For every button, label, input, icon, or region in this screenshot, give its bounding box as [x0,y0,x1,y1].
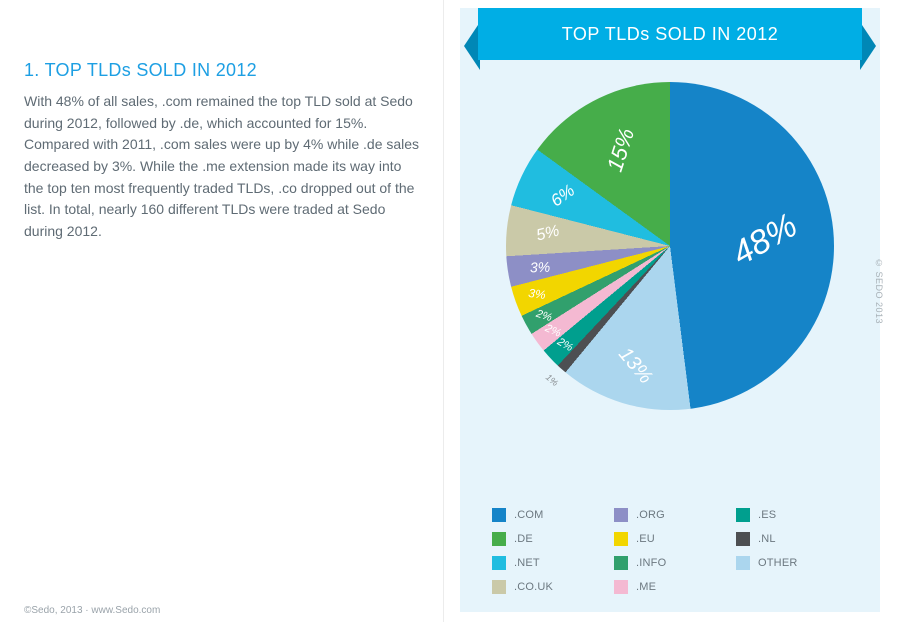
left-column: 1. TOP TLDs SOLD IN 2012 With 48% of all… [24,60,424,243]
chart-title: TOP TLDs SOLD IN 2012 [562,24,779,45]
legend-label: .COM [514,509,544,521]
page-footer: ©Sedo, 2013 · www.Sedo.com [24,605,160,616]
legend-swatch [736,556,750,570]
legend-swatch [736,532,750,546]
legend-swatch [492,580,506,594]
section-heading: 1. TOP TLDs SOLD IN 2012 [24,60,424,81]
legend-swatch [492,556,506,570]
pie-slice-label: 6% [547,180,579,211]
legend-label: .NET [514,557,540,569]
legend-item: .EU [614,532,730,546]
pie-slice-label: 3% [530,258,551,275]
legend-swatch [492,508,506,522]
legend-label: .INFO [636,557,666,569]
legend-label: .ES [758,509,776,521]
legend-label: .CO.UK [514,581,553,593]
pie-slice-label: 2% [534,307,553,323]
pie-slice-label: 15% [602,125,640,175]
legend-item: .ES [736,508,852,522]
legend-swatch [614,556,628,570]
pie-slice-label: 1% [544,372,560,388]
pie-slice-label: 5% [534,223,561,246]
legend-item: .DE [492,532,608,546]
ribbon-tail-right [860,22,876,70]
legend-item: .NL [736,532,852,546]
legend-label: .DE [514,533,533,545]
pie-labels-layer: 48%13%1%2%2%2%3%3%5%6%15% [506,82,834,410]
legend: .COM .ORG .ES .DE .EU .NL .NET .INFO OTHER .CO.UK… [492,508,852,594]
pie-slice-label: 3% [528,286,547,302]
legend-item: OTHER [736,556,852,570]
pie-chart: 48%13%1%2%2%2%3%3%5%6%15% [506,82,834,410]
legend-swatch [492,532,506,546]
legend-label: .EU [636,533,655,545]
legend-label: OTHER [758,557,798,569]
legend-item: .ME [614,580,730,594]
column-divider [443,0,444,622]
legend-item: .COM [492,508,608,522]
legend-swatch [736,508,750,522]
chart-panel: TOP TLDs SOLD IN 2012 48%13%1%2%2%2%3%3%… [460,8,880,612]
legend-swatch [614,508,628,522]
legend-item: .ORG [614,508,730,522]
legend-swatch [614,532,628,546]
legend-item: .CO.UK [492,580,608,594]
legend-label: .NL [758,533,776,545]
pie-slice-label: 13% [614,343,657,388]
legend-label: .ORG [636,509,665,521]
legend-swatch [614,580,628,594]
copyright-sidenote: © SEDO 2013 [874,258,884,324]
legend-item: .NET [492,556,608,570]
chart-title-banner: TOP TLDs SOLD IN 2012 [478,8,862,60]
legend-label: .ME [636,581,656,593]
section-body: With 48% of all sales, .com remained the… [24,91,424,243]
pie-slice-label: 48% [726,206,804,274]
legend-item: .INFO [614,556,730,570]
